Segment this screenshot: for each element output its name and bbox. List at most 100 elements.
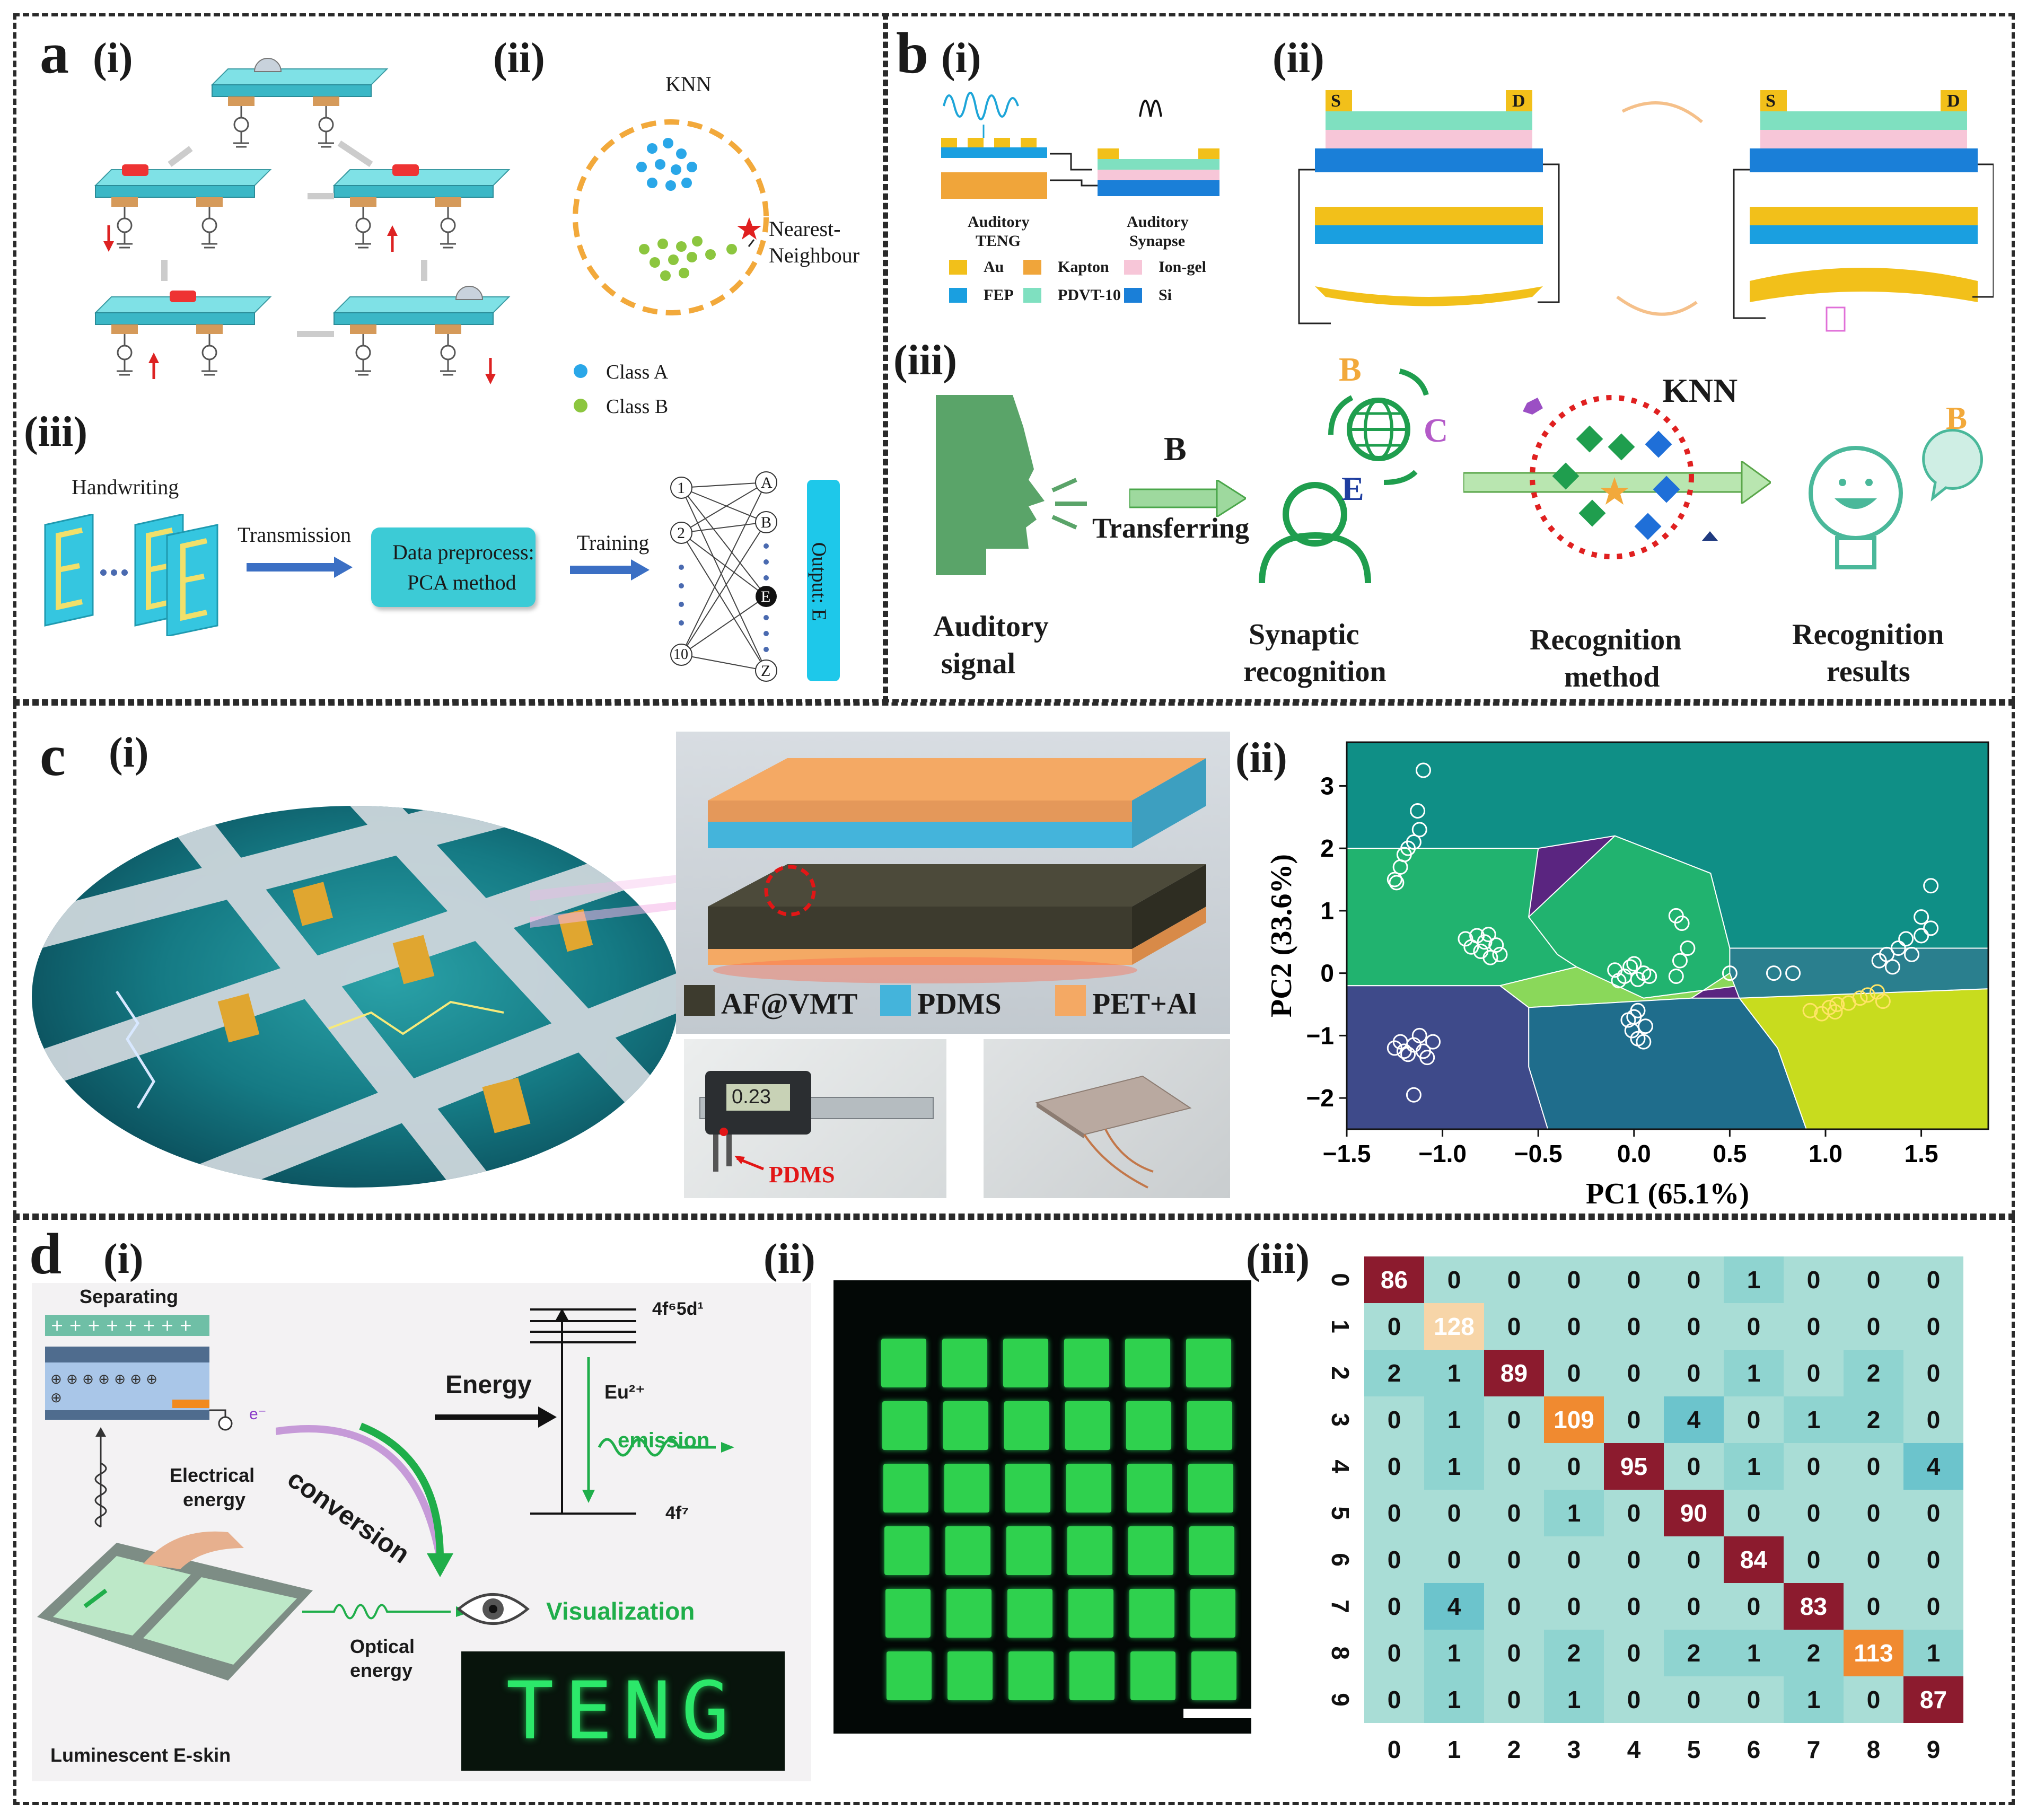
cm-row-label: 7 [1327,1599,1354,1613]
pca-point-cluster-6-7 [1923,878,1939,894]
cm-row-label: 5 [1327,1506,1354,1520]
pca-point-cluster-2-8 [1480,927,1496,943]
output-bar [807,480,840,681]
pca-point-cluster-1-6 [1410,803,1426,819]
cm-row-label: 8 [1327,1646,1354,1660]
cm-col-label: 5 [1687,1736,1701,1763]
glow-pixel [945,1526,990,1575]
panel-b-sub-ii: (ii) [1273,35,1324,82]
cm-cell-3-2: 0 [1484,1396,1544,1443]
panel-a [13,13,888,702]
cm-cell-5-8: 0 [1844,1490,1903,1536]
auditory-signal-head-icon [936,395,1087,575]
cm-cell-2-9: 0 [1903,1350,1963,1396]
layer-stack-render [676,732,1230,1034]
cm-cell-7-1: 4 [1424,1583,1484,1630]
pca-point-cluster-1-0 [1387,872,1402,887]
cm-col-label: 3 [1567,1736,1581,1763]
glow-pixel [1187,1401,1232,1450]
synapse-label-1: Auditory [1127,213,1189,231]
source-label-1: S [1331,91,1341,111]
auditory-teng-synapse-schematic [941,92,1219,199]
confusion-matrix: 86 0 0 0 0 0 1 0 0 0 0 128 0 0 0 0 0 0 0 0 2 1 89 0 0 0 1 0 2 0 0 1 0 109… [1314,1256,2008,1776]
cm-cell-4-4: 95 [1604,1443,1664,1490]
panel-d-sub-ii: (ii) [764,1236,815,1282]
synapse-charging-schematic [1298,90,1994,332]
cm-cell-1-9: 0 [1903,1303,1963,1350]
pca-plot-frame [1346,741,1989,1130]
legend-pdvt: PDVT-10 [1058,286,1121,304]
cm-cell-0-3: 0 [1544,1256,1604,1303]
globe-letter-b: B [1339,350,1362,388]
cm-cell-6-5: 0 [1664,1536,1724,1583]
cm-cell-3-1: 1 [1424,1396,1484,1443]
cm-cell-3-8: 2 [1844,1396,1903,1443]
teng-label-1: Auditory [968,213,1030,231]
energy-label: Energy [445,1371,532,1399]
pdms-arrow-label: PDMS [769,1162,835,1188]
pca-point-cluster-3-6 [1626,956,1642,972]
pca-point-cluster-5-5 [1637,1018,1653,1034]
panel-b-sub-iii: (iii) [893,337,957,384]
pca-point-cluster-2-4 [1477,934,1493,950]
pca-xtick-label: 0.0 [1617,1140,1651,1167]
glow-pixel [1005,1464,1050,1513]
cm-cell-9-8: 0 [1844,1676,1903,1723]
cm-cell-0-5: 0 [1664,1256,1724,1303]
cm-cell-7-3: 0 [1544,1583,1604,1630]
cm-cell-4-7: 0 [1784,1443,1844,1490]
knn-diagram-b [1523,395,1718,559]
pca-point-cluster-7-6 [1859,987,1875,1003]
drain-label-1: D [1512,91,1525,111]
teng-glow-text: TENG [506,1665,740,1757]
result-letter-b: B [1946,401,1968,436]
glow-pixel [1189,1526,1234,1575]
globe-letter-c: C [1424,411,1449,449]
legend-afvmt: AF@VMT [721,988,858,1021]
cm-cell-2-4: 0 [1604,1350,1664,1396]
cm-row-label: 1 [1327,1320,1354,1333]
glow-pixel [1008,1651,1054,1700]
cm-cell-8-8: 113 [1844,1630,1903,1676]
cm-cell-8-9: 1 [1903,1630,1963,1676]
cm-cell-4-3: 0 [1544,1443,1604,1490]
training-label: Training [577,531,650,555]
eu-ion-label: Eu²⁺ [604,1381,645,1403]
pca-point-cluster-8-6 [1419,1050,1435,1066]
pca-point-cluster-7-5 [1852,990,1868,1006]
pca-ytick-label: 1 [1320,897,1334,925]
cm-row-label: 3 [1327,1413,1354,1427]
conversion-arrow [276,1422,453,1577]
pca-point-cluster-1-8 [1389,875,1405,891]
glow-pixel [1069,1651,1115,1700]
pca-point-cluster-6-9 [1904,946,1920,962]
cm-col-label: 6 [1747,1736,1761,1763]
arrow-transmission [247,557,353,578]
knn-network-a [670,471,777,682]
input-node-2: 2 [677,524,685,542]
cm-cell-2-1: 1 [1424,1350,1484,1396]
cm-cell-5-4: 0 [1604,1490,1664,1536]
pca-point-cluster-2-7 [1492,946,1508,962]
pca-ytick-label: 3 [1320,772,1334,799]
input-node-1: 1 [677,479,685,497]
pca-point-cluster-6-2 [1890,940,1906,956]
level-4f7: 4f⁷ [665,1503,689,1523]
pca-point-cluster-4-7 [1785,965,1801,981]
cm-cell-5-3: 1 [1544,1490,1604,1536]
arrow-b-letter: B [1164,430,1187,468]
glow-pixel [884,1526,929,1575]
cm-col-label: 7 [1806,1736,1821,1763]
pca-point-cluster-8-7 [1425,1034,1441,1050]
output-node-a: A [761,474,773,491]
cm-cell-7-0: 0 [1364,1583,1424,1630]
pca-xtick-label: −0.5 [1514,1140,1563,1167]
scale-bar [1183,1709,1252,1718]
cm-cell-8-2: 0 [1484,1630,1544,1676]
handwriting-label: Handwriting [72,475,179,499]
caption-synaptic-2: recognition [1243,655,1387,688]
cm-cell-8-5: 2 [1664,1630,1724,1676]
touch-eskin-pad [37,1531,313,1681]
cm-col-label: 8 [1866,1736,1881,1763]
pca-point-cluster-1-7 [1415,762,1431,778]
